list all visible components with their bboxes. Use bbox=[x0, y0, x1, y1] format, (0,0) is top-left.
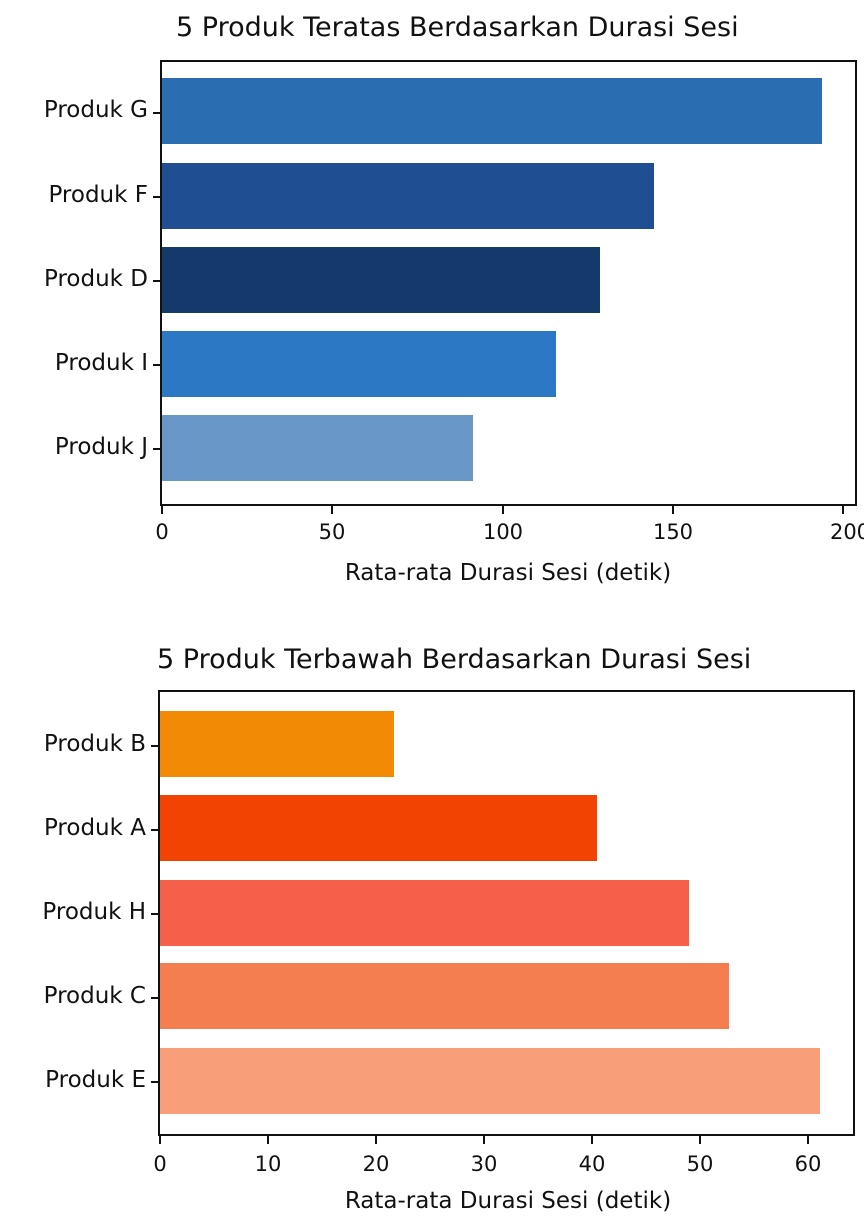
x-tick-label: 20 bbox=[362, 1152, 390, 1176]
x-tick-label: 200 bbox=[829, 520, 864, 544]
y-tick bbox=[151, 829, 158, 831]
y-tick-label: Produk J bbox=[54, 434, 148, 460]
y-tick-label: Produk A bbox=[43, 815, 146, 841]
x-tick bbox=[591, 1136, 593, 1144]
y-tick-label: Produk D bbox=[43, 266, 148, 292]
bar-produk-f bbox=[162, 163, 654, 229]
y-tick bbox=[151, 1081, 158, 1083]
top-products-chart: 5 Produk Teratas Berdasarkan Durasi Sesi… bbox=[0, 0, 864, 600]
x-tick bbox=[502, 506, 504, 514]
x-tick-label: 50 bbox=[318, 520, 346, 544]
y-tick bbox=[153, 448, 160, 450]
y-tick bbox=[153, 112, 160, 114]
y-tick-label: Produk C bbox=[43, 983, 146, 1009]
x-tick-label: 50 bbox=[686, 1152, 714, 1176]
x-tick bbox=[672, 506, 674, 514]
bar-produk-g bbox=[162, 78, 822, 144]
y-tick-label: Produk H bbox=[42, 899, 146, 925]
x-tick-label: 40 bbox=[578, 1152, 606, 1176]
plot-area bbox=[160, 60, 857, 506]
chart-title: 5 Produk Teratas Berdasarkan Durasi Sesi bbox=[176, 12, 739, 43]
chart-title: 5 Produk Terbawah Berdasarkan Durasi Ses… bbox=[157, 644, 752, 675]
x-tick bbox=[331, 506, 333, 514]
x-axis-label: Rata-rata Durasi Sesi (detik) bbox=[344, 560, 672, 586]
y-tick bbox=[151, 997, 158, 999]
y-tick bbox=[153, 196, 160, 198]
y-tick-label: Produk I bbox=[54, 350, 148, 376]
y-tick-label: Produk F bbox=[48, 182, 148, 208]
bar-produk-e bbox=[160, 1048, 820, 1114]
x-tick bbox=[375, 1136, 377, 1144]
x-tick bbox=[483, 1136, 485, 1144]
x-axis-label: Rata-rata Durasi Sesi (detik) bbox=[344, 1188, 672, 1214]
bar-produk-d bbox=[162, 247, 600, 313]
y-tick bbox=[153, 280, 160, 282]
x-tick bbox=[159, 1136, 161, 1144]
x-tick bbox=[161, 506, 163, 514]
x-tick-label: 0 bbox=[155, 520, 169, 544]
x-tick bbox=[842, 506, 844, 514]
x-tick-label: 60 bbox=[794, 1152, 822, 1176]
x-tick-label: 150 bbox=[652, 520, 694, 544]
bar-produk-c bbox=[160, 963, 729, 1029]
x-tick-label: 0 bbox=[153, 1152, 167, 1176]
x-tick-label: 10 bbox=[254, 1152, 282, 1176]
x-tick bbox=[699, 1136, 701, 1144]
plot-area bbox=[158, 690, 855, 1136]
bar-produk-i bbox=[162, 331, 556, 397]
y-tick-label: Produk G bbox=[43, 97, 148, 123]
bar-produk-a bbox=[160, 795, 597, 861]
bar-produk-j bbox=[162, 415, 473, 481]
bar-produk-b bbox=[160, 711, 394, 777]
y-tick bbox=[153, 364, 160, 366]
x-tick-label: 100 bbox=[482, 520, 524, 544]
y-tick bbox=[151, 745, 158, 747]
x-tick bbox=[267, 1136, 269, 1144]
x-tick bbox=[807, 1136, 809, 1144]
y-tick-label: Produk B bbox=[43, 731, 146, 757]
y-tick-label: Produk E bbox=[45, 1067, 146, 1093]
y-tick bbox=[151, 913, 158, 915]
x-tick-label: 30 bbox=[470, 1152, 498, 1176]
bar-produk-h bbox=[160, 880, 689, 946]
